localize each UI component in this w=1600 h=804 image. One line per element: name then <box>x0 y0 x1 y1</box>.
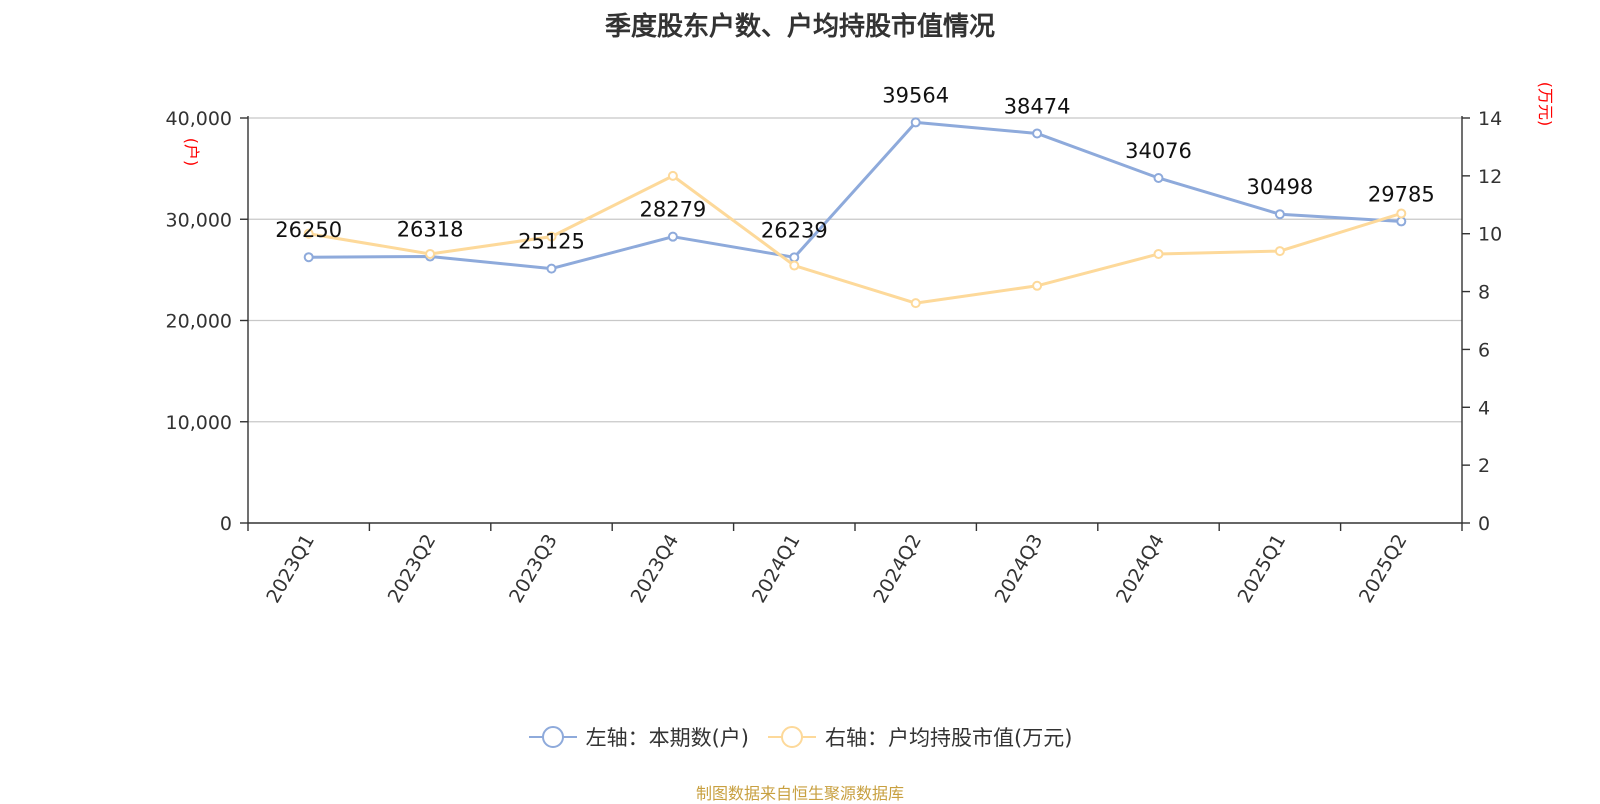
data-label: 34076 <box>1125 139 1192 163</box>
series-1-point[interactable] <box>667 231 678 242</box>
right-axis-tick-label: 0 <box>1478 513 1490 535</box>
data-label: 29785 <box>1368 182 1435 206</box>
axes: 0 10,000 20,000 30,000 40,000 0 2 4 6 8 10 12 14 2023… <box>166 82 1555 607</box>
data-label: 28279 <box>639 198 706 222</box>
right-axis-tick-label: 4 <box>1478 397 1490 419</box>
x-axis-tick-label: 2023Q1 <box>262 531 319 607</box>
x-axis-tick-label: 2025Q1 <box>1233 531 1290 607</box>
series-1-point[interactable] <box>546 263 557 274</box>
left-axis-tick-label: 30,000 <box>166 209 232 231</box>
right-axis-tick-label: 12 <box>1478 166 1502 188</box>
left-axis-tick-label: 0 <box>220 513 232 535</box>
data-label: 38474 <box>1004 94 1071 118</box>
series-2-point[interactable] <box>546 231 557 242</box>
series-2-point[interactable] <box>667 170 678 181</box>
legend: 左轴：本期数(户) 右轴：户均持股市值(万元) <box>0 722 1600 752</box>
right-axis-tick-label: 2 <box>1478 455 1490 477</box>
series-layer <box>303 117 1407 309</box>
right-axis-tick-label: 6 <box>1478 339 1490 361</box>
data-label: 26239 <box>761 218 828 242</box>
series-2-point[interactable] <box>1153 248 1164 259</box>
right-axis-tick-label: 8 <box>1478 282 1490 304</box>
legend-label-series-2: 右轴：户均持股市值(万元) <box>825 726 1073 750</box>
source-note: 制图数据来自恒生聚源数据库 <box>695 784 904 803</box>
left-axis-tick-label: 10,000 <box>166 412 232 434</box>
data-label: 25125 <box>518 230 585 254</box>
series-line-2 <box>308 174 1402 305</box>
series-2-point[interactable] <box>1032 280 1043 291</box>
chart-title: 季度股东户数、户均持股市值情况 <box>604 12 995 42</box>
x-axis-tick-label: 2023Q4 <box>626 531 683 607</box>
right-axis-tick-label: 14 <box>1478 108 1502 130</box>
data-label: 39564 <box>882 83 949 107</box>
left-axis-tick-label: 40,000 <box>166 108 232 130</box>
legend-item-series-1[interactable]: 左轴：本期数(户) <box>528 722 749 752</box>
series-1-point[interactable] <box>1032 128 1043 139</box>
data-label: 26250 <box>275 218 342 242</box>
x-axis-tick-label: 2023Q2 <box>384 531 441 607</box>
right-axis-tick-label: 10 <box>1478 224 1502 246</box>
series-2-point[interactable] <box>303 228 314 239</box>
x-axis-tick-label: 2023Q3 <box>505 531 562 607</box>
x-axis-tick-label: 2024Q1 <box>748 531 805 607</box>
series-2-point[interactable] <box>425 248 436 259</box>
series-1-point[interactable] <box>789 252 800 263</box>
x-axis-tick-label: 2024Q4 <box>1112 531 1169 607</box>
series-line-1 <box>308 120 1402 271</box>
series-1-point[interactable] <box>303 252 314 263</box>
left-axis-tick-label: 20,000 <box>166 311 232 333</box>
series-1-point[interactable] <box>1274 209 1285 220</box>
legend-label-series-1: 左轴：本期数(户) <box>585 726 749 750</box>
x-axis-tick-label: 2024Q3 <box>991 531 1048 607</box>
series-1-point[interactable] <box>1396 216 1407 227</box>
legend-marker-series-2 <box>768 726 816 748</box>
legend-marker-series-1 <box>528 726 577 748</box>
series-2-point[interactable] <box>789 260 800 271</box>
right-axis-unit: (万元) <box>1536 82 1555 127</box>
series-1-point[interactable] <box>910 117 921 128</box>
legend-item-series-2[interactable]: 右轴：户均持股市值(万元) <box>767 722 1072 752</box>
x-axis-tick-label: 2024Q2 <box>869 531 926 607</box>
left-axis-unit: (户) <box>182 138 201 167</box>
grid-lines <box>248 117 1462 423</box>
series-2-point[interactable] <box>910 298 921 309</box>
x-axis-tick-label: 2025Q2 <box>1355 531 1412 607</box>
data-label: 26318 <box>397 218 464 242</box>
data-label: 30498 <box>1246 175 1313 199</box>
series-1-point[interactable] <box>1153 172 1164 183</box>
series-2-point[interactable] <box>1396 208 1407 219</box>
data-labels: 26250 26318 25125 28279 26239 39564 38474 34076… <box>275 83 1434 253</box>
series-2-point[interactable] <box>1274 246 1285 257</box>
